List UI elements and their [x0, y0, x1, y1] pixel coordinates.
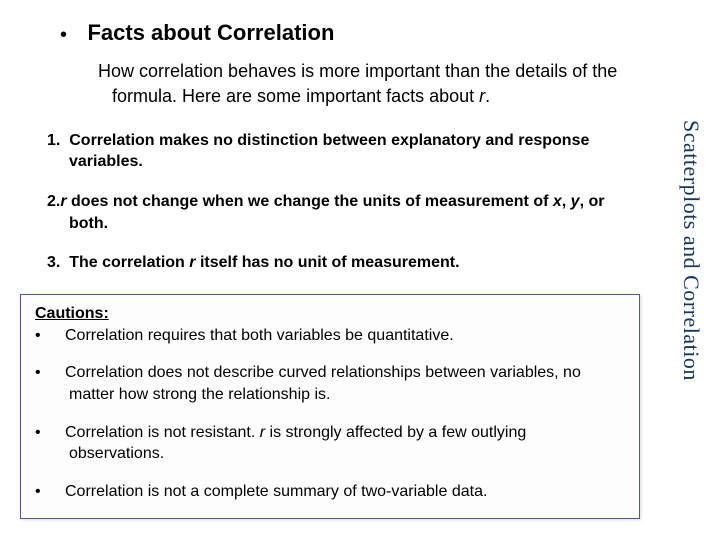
intro-part1: How correlation behaves is more importan…: [98, 61, 617, 105]
caution-bullet-icon: •: [35, 325, 65, 347]
side-label: Scatterplots and Correlation: [678, 120, 704, 381]
caution-2: •Correlation does not describe curved re…: [35, 362, 625, 405]
caution-bullet-icon: •: [35, 362, 65, 384]
caution-4: •Correlation is not a complete summary o…: [35, 481, 625, 503]
caution-2-text: Correlation does not describe curved rel…: [65, 364, 581, 403]
fact-2-ital3: y: [571, 193, 580, 210]
fact-3: 3. The correlation r itself has no unit …: [43, 252, 612, 274]
caution-bullet-icon: •: [35, 422, 65, 444]
fact-3-post: itself has no unit of measurement.: [196, 254, 460, 271]
intro-text: How correlation behaves is more importan…: [98, 59, 662, 108]
fact-1: 1. Correlation makes no distinction betw…: [43, 130, 612, 173]
fact-2-num: 2.: [47, 193, 60, 210]
cautions-heading: Cautions:: [35, 305, 625, 323]
fact-2-mid2: ,: [562, 193, 571, 210]
fact-2-ital2: x: [553, 193, 562, 210]
title-row: • Facts about Correlation: [60, 20, 672, 47]
cautions-box: Cautions: •Correlation requires that bot…: [20, 294, 640, 520]
fact-1-num: 1.: [47, 132, 60, 149]
caution-bullet-icon: •: [35, 481, 65, 503]
fact-3-pre: The correlation: [69, 254, 189, 271]
caution-4-text: Correlation is not a complete summary of…: [65, 483, 487, 500]
fact-3-num: 3.: [47, 254, 60, 271]
caution-1: •Correlation requires that both variable…: [35, 325, 625, 347]
title-bullet: •: [60, 24, 67, 47]
fact-1-text: Correlation makes no distinction between…: [69, 132, 589, 171]
caution-3-text: Correlation is not resistant. r is stron…: [65, 424, 526, 463]
caution-3: •Correlation is not resistant. r is stro…: [35, 422, 625, 465]
facts-list: 1. Correlation makes no distinction betw…: [43, 130, 612, 274]
fact-2: 2.r does not change when we change the u…: [43, 191, 612, 234]
fact-2-mid1: does not change when we change the units…: [67, 193, 553, 210]
intro-part2: .: [485, 86, 490, 106]
caution-1-text: Correlation requires that both variables…: [65, 327, 454, 344]
slide-title: Facts about Correlation: [87, 20, 334, 45]
